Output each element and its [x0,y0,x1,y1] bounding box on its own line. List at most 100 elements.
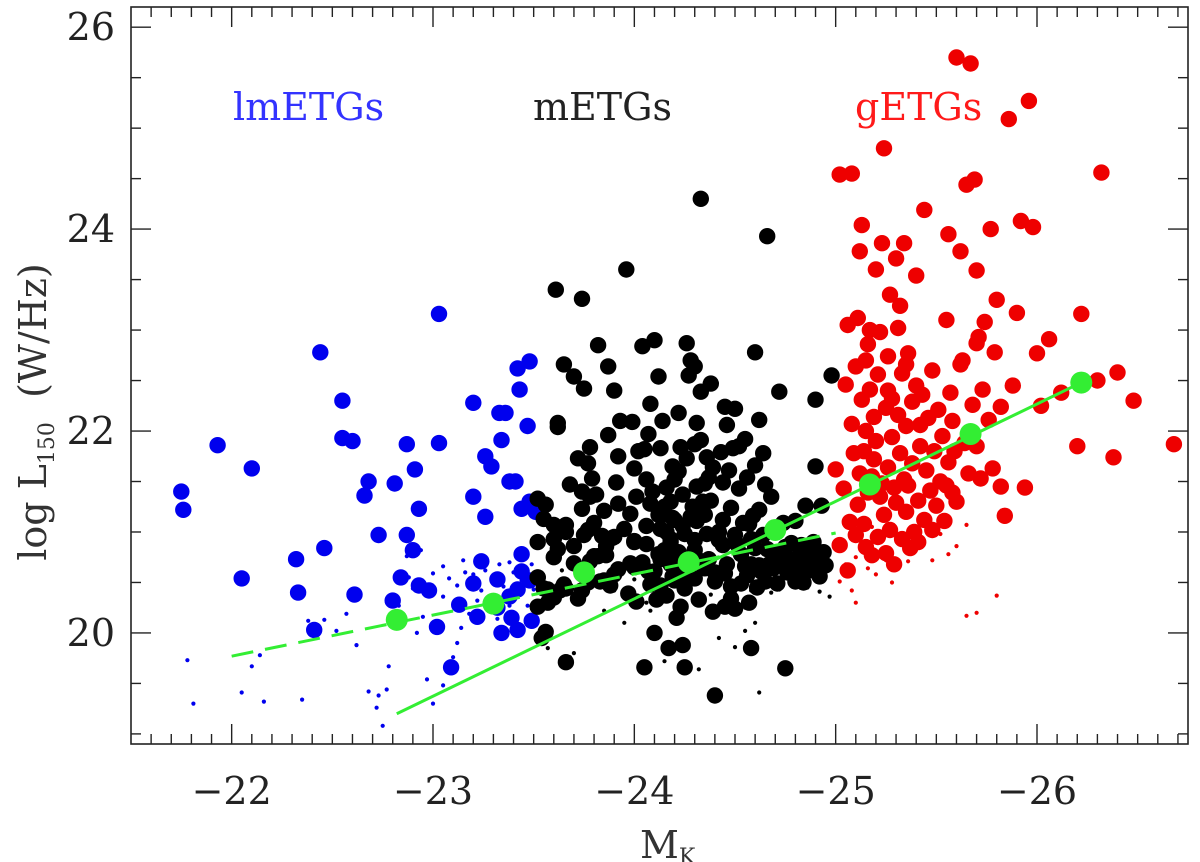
x-tick-label: −22 [192,769,272,813]
metg-point-large [644,483,661,500]
getg-point-large [871,323,889,341]
lmetg-point-large [289,584,307,601]
lmetg-point-small [334,628,339,634]
getg-point-large [875,506,893,523]
metg-point-large [686,358,703,375]
getg-point-large [891,445,909,462]
lmetg-point-small [420,614,425,619]
getg-point-large [962,55,979,72]
getg-point-large [966,171,983,188]
metg-point-large [757,573,774,590]
y-axis-label-sub: 150 [35,422,60,464]
lmetg-point-large [493,624,510,642]
lmetg-point-small [374,705,379,710]
plot-frame [130,6,1189,745]
getg-point-large [918,462,935,479]
metg-point-large [704,459,722,476]
getg-point-large [952,356,969,373]
binned-mean-point [573,561,595,584]
lmetg-point-large [233,570,250,587]
metg-point-large [636,659,653,676]
lmetg-point-large [175,501,192,518]
metg-point-large [600,358,617,375]
metg-point-small [757,690,762,695]
getg-point-large [865,408,883,426]
metg-point-large [718,556,736,573]
binned-mean-point [764,518,787,541]
lmetg-point-large [483,458,500,475]
getg-point-large [857,422,875,440]
getg-point-large [984,460,1001,477]
getg-point-large [934,427,951,445]
getg-point-large [964,396,981,413]
metg-point-large [807,391,824,408]
metg-point-large [557,516,575,534]
lmetg-point-small [447,576,452,581]
metg-point-large [714,474,732,491]
getg-point-large [972,470,989,487]
metg-point-large [616,520,633,538]
getg-point-large [843,415,860,433]
metg-point-large [777,660,794,677]
tick-labels: −22 −23 −24 −25 −26 20 22 24 26 [67,5,1077,813]
getg-point-small [946,552,951,557]
metg-point-large [561,476,579,493]
metg-point-small [622,620,627,625]
metg-point-small [662,659,667,664]
label-metgs: mETGs [533,85,672,129]
metg-point-large [581,488,599,505]
getg-point-large [974,381,991,398]
getg-point-small [865,566,871,571]
getg-point-small [853,600,858,605]
metg-point-small [716,635,722,641]
getg-point-large [968,262,985,279]
getg-point-large [865,451,883,468]
getg-point-large [831,166,848,183]
metg-point-large [660,639,677,657]
lmetg-point-large [173,483,190,500]
metg-point-large [579,455,597,472]
lmetg-point-small [451,655,456,660]
getg-point-large [938,477,955,494]
getg-point-large [1089,372,1106,389]
metg-point-large [573,290,591,307]
metg-point-small [827,594,832,599]
getg-point-large [930,401,947,418]
getg-point-small [974,610,979,615]
getg-point-small [954,544,959,549]
metg-point-large [751,411,768,429]
metg-point-large [722,590,740,607]
binned-mean-point [858,473,881,496]
getg-point-large [855,515,873,533]
metg-point-large [763,488,780,505]
lmetg-point-large [465,488,482,505]
lmetg-point-small [249,664,254,669]
lmetg-point-large [406,461,424,478]
metg-point-large [716,398,734,415]
getg-point-large [996,507,1013,524]
getg-point-large [849,496,866,513]
lmetg-point-large [306,621,323,639]
getg-point-large [1040,331,1058,348]
getg-point-large [861,381,879,398]
getg-point-small [964,522,969,528]
lmetg-point-large [404,542,422,559]
metg-point-large [638,471,655,488]
lmetg-point-large [519,417,536,435]
getg-point-small [849,588,854,593]
getg-point-large [867,261,885,278]
getg-point-large [859,336,877,353]
getg-point-large [889,319,907,337]
metg-point-large [815,544,832,561]
lmetg-point-large [503,609,520,626]
metg-point-large [823,367,840,384]
x-tick-label: −24 [594,769,674,813]
metg-point-large [606,382,623,399]
getg-point-large [914,386,931,403]
metg-point-large [670,463,687,480]
metg-point-large [634,338,651,355]
getg-point-large [869,528,887,546]
lmetg-point-large [430,305,448,323]
metg-point-small [696,667,701,672]
metg-point-large [549,540,566,558]
